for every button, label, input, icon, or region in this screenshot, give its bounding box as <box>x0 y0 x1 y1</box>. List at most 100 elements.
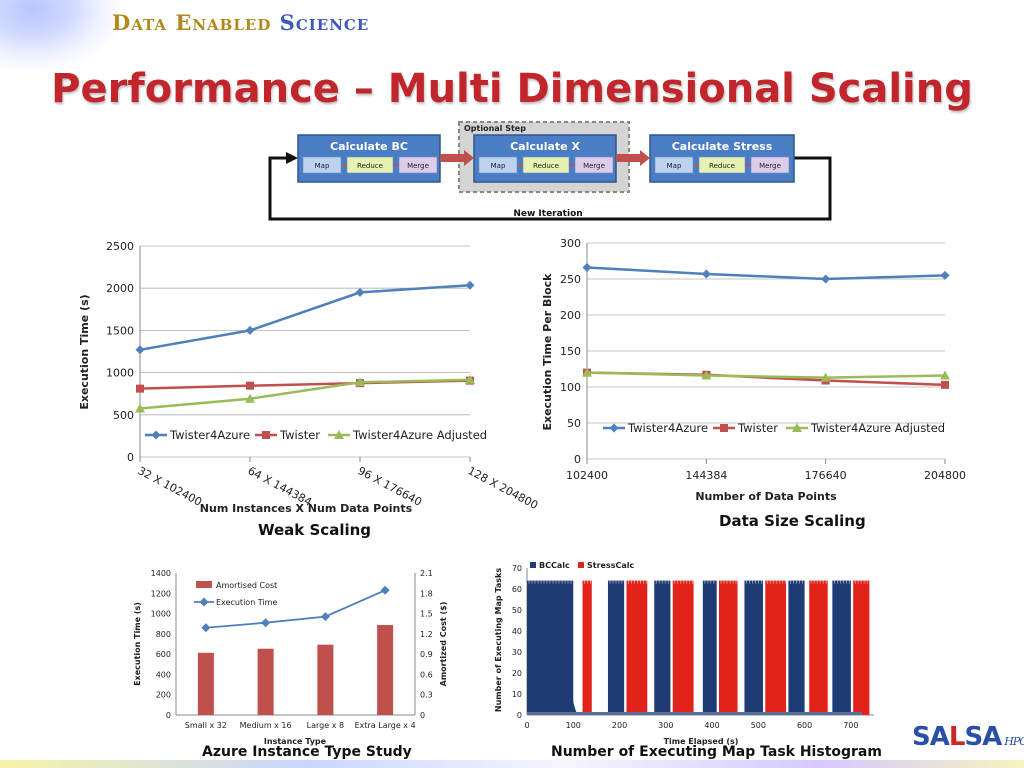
y-tick-label: 1000 <box>151 610 171 619</box>
legend-label: Twister <box>279 428 320 442</box>
histogram-block-StressCalc <box>719 580 738 715</box>
x-tick-label: 128 X 204800 <box>466 464 541 512</box>
data-point-diamond <box>245 325 255 335</box>
data-point-triangle <box>135 403 145 413</box>
y2-tick-label: 1.5 <box>420 610 433 619</box>
x-tick-label: 176640 <box>805 469 847 482</box>
y2-tick-label: 1.8 <box>420 589 433 598</box>
footer-stripe <box>0 760 1024 768</box>
flow-task-box <box>478 156 518 174</box>
caption-weak-scaling: Weak Scaling <box>258 521 372 539</box>
y-tick-label: 400 <box>156 670 171 679</box>
legend-label: Twister4Azure Adjusted <box>810 421 945 435</box>
salsa-hpc-logo: SALSAHPC <box>912 722 1024 752</box>
legend-label: Amortised Cost <box>216 581 277 590</box>
legend-label: BCCalc <box>539 561 570 570</box>
data-point-diamond <box>199 597 209 607</box>
legend-label: Execution Time <box>216 598 277 607</box>
histogram-block-BCCalc <box>654 580 671 715</box>
flow-step-1 <box>297 134 441 183</box>
x-axis-title: Number of Data Points <box>695 490 837 503</box>
flow-step-3 <box>649 134 795 183</box>
x-axis-title: Num Instances X Num Data Points <box>200 502 413 515</box>
caption-histogram: Number of Executing Map Task Histogram <box>551 744 882 760</box>
caption-data-size-scaling: Data Size Scaling <box>719 512 866 530</box>
flow-step-title: Calculate Stress <box>672 140 773 153</box>
x-tick-label: Small x 32 <box>185 721 227 730</box>
cost-bar <box>197 652 214 715</box>
x-axis-title: Instance Type <box>264 737 327 746</box>
flow-connector-arrow <box>440 150 474 166</box>
data-point-diamond <box>609 423 619 433</box>
loop-arrowhead <box>286 152 298 164</box>
data-point-diamond <box>821 274 831 284</box>
data-point-triangle <box>582 367 592 377</box>
data-point-triangle <box>465 374 475 384</box>
data-point-triangle <box>701 370 712 380</box>
histogram-block-BCCalc <box>788 580 805 715</box>
data-point-square <box>136 384 144 393</box>
x-tick-label: Large x 8 <box>307 721 344 730</box>
y-tick-label: 50 <box>512 606 522 615</box>
data-point-diamond <box>380 585 390 595</box>
flow-step-title: Calculate BC <box>330 140 408 153</box>
histogram-block-StressCalc <box>765 580 787 715</box>
logo-suffix: HPC <box>1004 735 1024 748</box>
loop-label: New Iteration <box>513 209 582 219</box>
x-tick-label: 32 X 102400 <box>136 464 204 509</box>
series-line-0 <box>139 283 471 352</box>
flow-step-title: Calculate X <box>510 140 580 153</box>
x-tick-label: 700 <box>843 721 858 730</box>
data-point-diamond <box>355 287 365 297</box>
execution-time-line <box>205 589 386 629</box>
flow-task-box <box>698 156 746 174</box>
data-point-square <box>720 424 728 432</box>
data-point-diamond <box>135 345 145 355</box>
legend-label: Twister4Azure <box>627 421 708 435</box>
optional-step-label: Optional Step <box>464 124 526 133</box>
data-point-diamond <box>940 270 950 280</box>
data-size-scaling-chart: 0 50 100 150 200 250 300 102400 144384 176640 2048… <box>541 237 966 503</box>
histogram-block-BCCalc <box>744 580 763 715</box>
y-axis-title: Execution Time (s) <box>78 294 91 409</box>
y2-axis-title: Amortized Cost ($) <box>439 602 448 687</box>
y-tick-label: 0 <box>166 711 171 720</box>
y-tick-label: 10 <box>512 690 522 699</box>
y-tick-label: 50 <box>567 417 581 430</box>
flow-task-label: Reduce <box>533 162 559 170</box>
flow-task-label: Merge <box>583 162 605 170</box>
data-point-triangle <box>820 372 831 382</box>
x-tick-label: 200 <box>612 721 627 730</box>
data-point-square <box>262 431 270 439</box>
data-point-diamond <box>201 623 211 633</box>
azure-instance-chart: 0 200 400 600 800 1000 1200 1400 0 0.3 0.6 0.9 1.2 1.… <box>133 569 448 746</box>
data-point-triangle <box>334 430 344 439</box>
histogram-block-StressCalc <box>853 580 870 715</box>
logo-part-1: SA <box>912 722 950 752</box>
legend-label: Twister4Azure Adjusted <box>352 428 487 442</box>
y-tick-label: 250 <box>560 273 581 286</box>
x-tick-label: 300 <box>658 721 673 730</box>
brand-word-2: Science <box>279 10 370 35</box>
y-tick-label: 200 <box>156 691 171 700</box>
y-tick-label: 1400 <box>151 569 171 578</box>
series-line-0 <box>586 266 946 281</box>
x-tick-label: 204800 <box>924 469 966 482</box>
data-point-diamond <box>701 269 711 279</box>
y-tick-label: 0 <box>517 711 522 720</box>
page-title: Performance – Multi Dimensional Scaling <box>51 66 973 112</box>
y2-tick-label: 0.9 <box>420 650 433 659</box>
y2-tick-label: 0.6 <box>420 670 433 679</box>
flow-task-label: Reduce <box>357 162 383 170</box>
y-tick-label: 20 <box>512 669 522 678</box>
x-tick-label: Medium x 16 <box>240 721 292 730</box>
data-point-triangle <box>792 423 802 432</box>
y-axis-title: Execution Time Per Block <box>541 273 554 431</box>
y-tick-label: 70 <box>512 564 522 573</box>
y-tick-label: 60 <box>512 585 522 594</box>
logo-part-2: L <box>948 722 966 752</box>
corner-decoration <box>0 0 120 70</box>
data-point-diamond <box>320 612 330 622</box>
